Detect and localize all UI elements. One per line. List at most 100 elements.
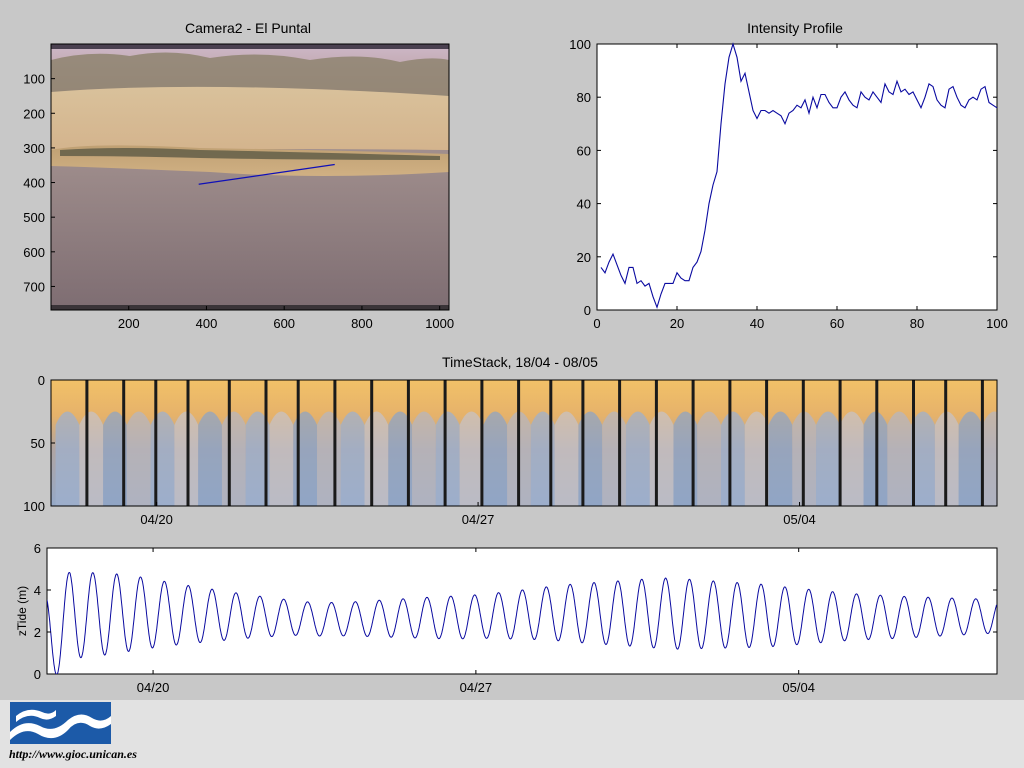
camera-xtick-label: 200 bbox=[118, 316, 140, 331]
timestack-wave bbox=[673, 411, 698, 506]
tide-ticks: 04/20 04/27 05/04 0 2 4 6 bbox=[34, 541, 997, 695]
timestack-wave bbox=[721, 411, 745, 506]
timestack-xtick-label: 04/20 bbox=[140, 512, 173, 527]
timestack-dark-band bbox=[186, 380, 190, 506]
timestack-dark-band bbox=[443, 380, 447, 506]
intensity-ytick-label: 60 bbox=[577, 143, 591, 158]
camera-ytick-label: 200 bbox=[23, 106, 45, 121]
camera-ytick-label: 400 bbox=[23, 176, 45, 191]
tide-axes bbox=[46, 547, 998, 675]
timestack-wave bbox=[816, 411, 840, 506]
timestack-dark-band bbox=[875, 380, 879, 506]
timestack-wave bbox=[340, 411, 365, 506]
timestack-wave bbox=[602, 411, 626, 506]
timestack-dark-band bbox=[944, 380, 948, 506]
camera-xtick-label: 1000 bbox=[425, 316, 454, 331]
timestack-ytick-label: 100 bbox=[23, 499, 45, 514]
tide-xtick-label: 04/20 bbox=[137, 680, 170, 695]
timestack-dark-band bbox=[581, 380, 585, 506]
tide-ytick-label: 2 bbox=[34, 625, 41, 640]
intensity-ytick-label: 40 bbox=[577, 197, 591, 212]
intensity-xtick-label: 20 bbox=[670, 316, 684, 331]
timestack-dark-band bbox=[122, 380, 126, 506]
tide-xtick-label: 05/04 bbox=[782, 680, 815, 695]
camera-xtick-label: 800 bbox=[351, 316, 373, 331]
intensity-xtick-label: 80 bbox=[910, 316, 924, 331]
intensity-panel: Intensity Profile 0 20 40 60 80 100 0 20 40 60 80 1… bbox=[569, 20, 1008, 331]
intensity-title: Intensity Profile bbox=[747, 20, 843, 36]
timestack-dark-band bbox=[980, 380, 984, 506]
camera-title: Camera2 - El Puntal bbox=[185, 20, 311, 36]
figure-canvas: Camera2 - El Puntal 200 400 600 800 10001002… bbox=[15, 20, 1008, 695]
camera-ytick-label: 700 bbox=[23, 279, 45, 294]
intensity-xtick-label: 60 bbox=[830, 316, 844, 331]
timestack-panel: TimeStack, 18/04 - 08/05 04/20 04/27 05/04… bbox=[23, 354, 998, 527]
timestack-dark-band bbox=[618, 380, 622, 506]
timestack-dark-band bbox=[765, 380, 769, 506]
timestack-ytick-label: 50 bbox=[31, 436, 45, 451]
timestack-dark-band bbox=[517, 380, 521, 506]
timestack-dark-band bbox=[728, 380, 732, 506]
timestack-dark-band bbox=[912, 380, 915, 506]
intensity-ytick-label: 80 bbox=[577, 90, 591, 105]
timestack-dark-band bbox=[838, 380, 842, 506]
timestack-dark-band bbox=[691, 380, 695, 506]
profile-line bbox=[198, 163, 335, 185]
timestack-dark-band bbox=[333, 380, 337, 506]
timestack-wave bbox=[412, 411, 436, 506]
camera-panel: Camera2 - El Puntal 200 400 600 800 1000 100 2… bbox=[23, 20, 454, 331]
tide-xtick-label: 04/27 bbox=[460, 680, 493, 695]
timestack-wave bbox=[269, 411, 294, 506]
timestack-wave bbox=[150, 411, 175, 506]
camera-xtick-label: 600 bbox=[273, 316, 295, 331]
timestack-dark-band bbox=[154, 380, 158, 506]
timestack-ticks: 04/20 04/27 05/04 0 50 100 bbox=[23, 373, 816, 527]
timestack-wave bbox=[459, 411, 484, 506]
timestack-dark-band bbox=[296, 380, 300, 506]
timestack-wave bbox=[317, 411, 341, 506]
tide-ytick-label: 6 bbox=[34, 541, 41, 556]
timestack-wave bbox=[221, 411, 246, 506]
timestack-wave bbox=[435, 411, 460, 506]
intensity-axes bbox=[596, 43, 998, 311]
timestack-dark-band bbox=[406, 380, 410, 506]
timestack-xtick-label: 04/27 bbox=[462, 512, 495, 527]
intensity-xtick-label: 40 bbox=[750, 316, 764, 331]
footer-url[interactable]: http://www.gioc.unican.es bbox=[9, 747, 137, 761]
intensity-ticks: 0 20 40 60 80 100 0 20 40 60 80 100 bbox=[569, 37, 1008, 331]
timestack-wave bbox=[55, 411, 80, 506]
timestack-xtick-label: 05/04 bbox=[783, 512, 816, 527]
tide-ylabel: zTide (m) bbox=[15, 586, 29, 636]
timestack-dark-band bbox=[370, 380, 374, 506]
timestack-wave bbox=[697, 411, 722, 506]
timestack-ytick-label: 0 bbox=[38, 373, 45, 388]
timestack-wave bbox=[174, 411, 199, 506]
tide-panel: zTide (m) 04/20 04/27 05/04 0 2 4 6 bbox=[15, 541, 998, 695]
timestack-wave bbox=[911, 411, 935, 506]
timestack-wave bbox=[79, 411, 104, 506]
wave-logo-icon bbox=[10, 702, 111, 744]
camera-ytick-label: 300 bbox=[23, 141, 45, 156]
timestack-dark-band bbox=[264, 380, 268, 506]
intensity-xtick-label: 0 bbox=[593, 316, 600, 331]
timestack-wave bbox=[530, 411, 555, 506]
timestack-dark-band bbox=[654, 380, 658, 506]
timestack-image bbox=[51, 380, 997, 506]
timestack-dark-band bbox=[801, 380, 805, 506]
timestack-title: TimeStack, 18/04 - 08/05 bbox=[442, 354, 598, 370]
timestack-dark-band bbox=[480, 380, 484, 506]
timestack-wave bbox=[364, 411, 389, 506]
timestack-wave bbox=[483, 411, 508, 506]
timestack-wave bbox=[887, 411, 912, 506]
timestack-wave bbox=[198, 411, 222, 506]
camera-ytick-label: 500 bbox=[23, 210, 45, 225]
timestack-wave bbox=[103, 411, 127, 506]
camera-ytick-label: 100 bbox=[23, 72, 45, 87]
intensity-ytick-label: 100 bbox=[569, 37, 591, 52]
timestack-wave bbox=[625, 411, 650, 506]
timestack-wave bbox=[982, 411, 997, 506]
timestack-wave bbox=[649, 411, 674, 506]
camera-xtick-label: 400 bbox=[196, 316, 218, 331]
timestack-wave bbox=[768, 411, 793, 506]
timestack-wave bbox=[388, 411, 413, 506]
